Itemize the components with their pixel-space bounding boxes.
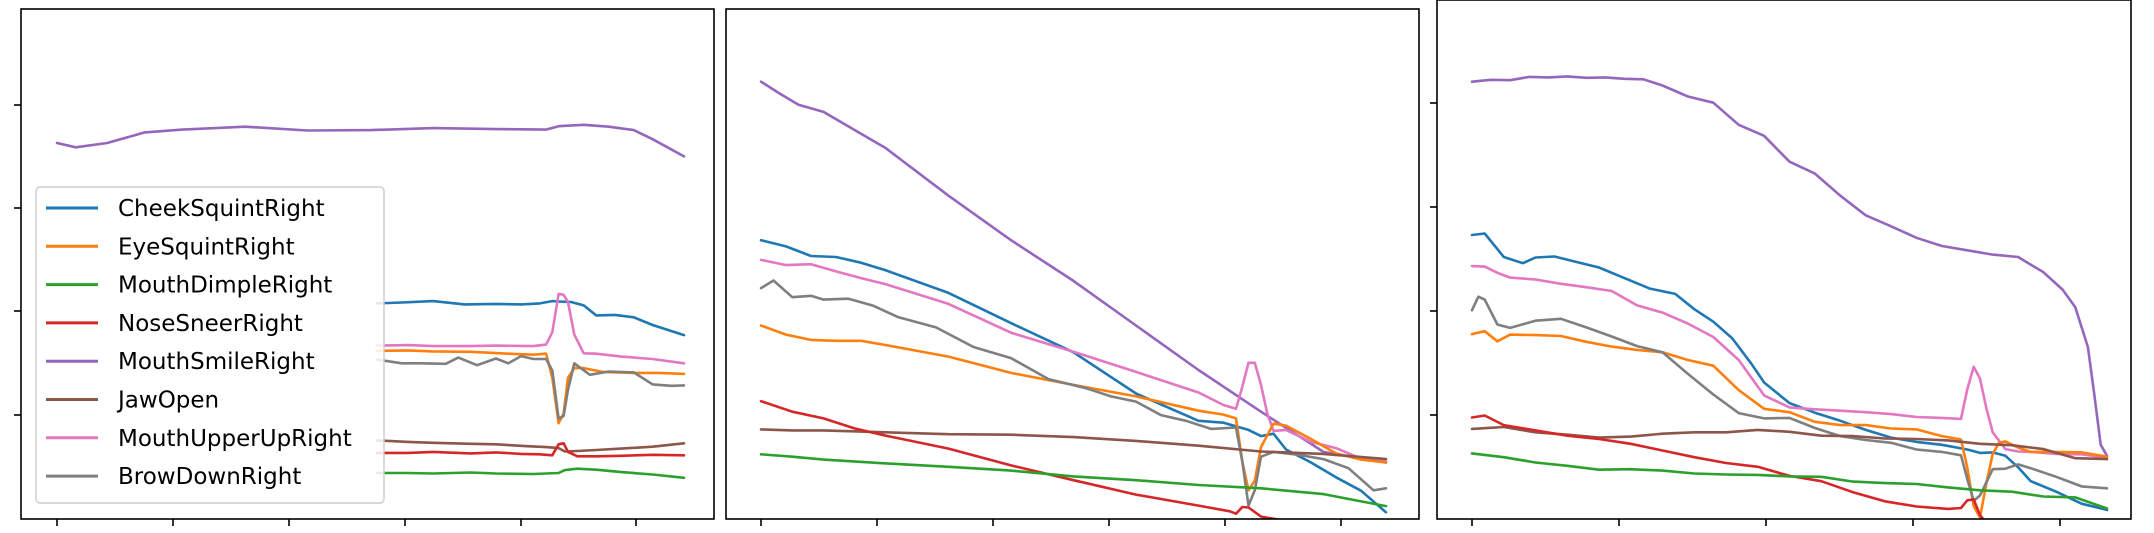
series-line-jaw-open [759, 428, 1388, 461]
series-line-mouth-smile-right [1470, 75, 2109, 458]
series-line-nose-sneer-right [375, 441, 686, 458]
axes-frame [20, 8, 715, 520]
axes-frame [1436, 0, 2132, 520]
axes-frame [725, 8, 1420, 520]
legend-label-eye-squint-right: EyeSquintRight [118, 234, 295, 260]
subplot-2 [725, 8, 1420, 526]
legend-frame [35, 186, 385, 504]
series-line-brow-down-right [1470, 295, 2109, 503]
legend-label-jaw-open: JawOpen [116, 388, 219, 414]
series-line-nose-sneer-right [1470, 414, 1985, 519]
series-line-eye-squint-right [759, 324, 1388, 492]
legend-label-mouth-smile-right: MouthSmileRight [118, 349, 315, 375]
series-line-eye-squint-right [375, 349, 686, 425]
series-line-mouth-dimple-right [1470, 452, 2109, 510]
subplot-1 [14, 8, 715, 526]
legend-label-mouth-dimple-right: MouthDimpleRight [118, 273, 332, 299]
series-group [55, 123, 686, 480]
series-line-brow-down-right [759, 279, 1388, 507]
series-line-nose-sneer-right [759, 399, 1283, 519]
series-line-mouth-dimple-right [375, 467, 686, 480]
series-line-mouth-smile-right [759, 80, 1388, 464]
series-line-mouth-smile-right [55, 123, 686, 158]
series-line-jaw-open [375, 439, 686, 453]
series-line-eye-squint-right [1470, 329, 2109, 519]
legend-label-brow-down-right: BrowDownRight [118, 464, 301, 490]
series-group [759, 80, 1388, 519]
series-line-mouth-upper-up-right [1470, 264, 2109, 460]
legend: CheekSquintRight EyeSquintRight MouthDimpl… [35, 186, 385, 504]
series-group [1470, 75, 2109, 519]
series-line-mouth-upper-up-right [759, 258, 1388, 463]
legend-label-mouth-upper-up-right: MouthUpperUpRight [118, 426, 352, 452]
series-line-cheek-squint-right [1470, 232, 2109, 512]
series-line-mouth-dimple-right [759, 452, 1388, 508]
series-line-jaw-open [1470, 425, 2109, 461]
legend-label-nose-sneer-right: NoseSneerRight [118, 311, 303, 337]
series-line-mouth-upper-up-right [375, 292, 686, 365]
series-line-cheek-squint-right [759, 238, 1388, 514]
legend-label-cheek-squint-right: CheekSquintRight [118, 196, 325, 222]
series-line-cheek-squint-right [375, 299, 686, 337]
subplot-3 [1430, 0, 2132, 526]
series-line-brow-down-right [375, 354, 686, 420]
